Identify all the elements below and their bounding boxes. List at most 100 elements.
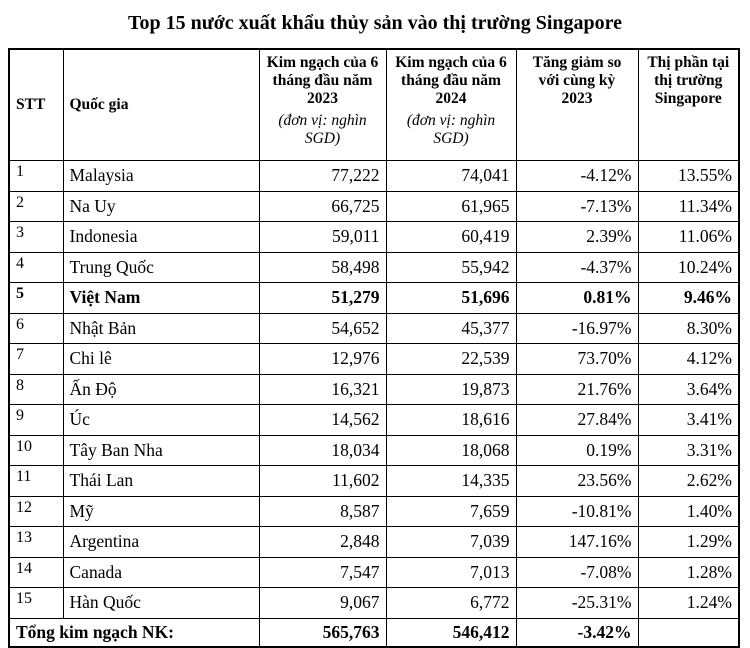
table-row: 7 Chi lê 12,976 22,539 73.70% 4.12% [8,343,740,375]
country: Malaysia [62,160,260,192]
value-cell: -25.31% [515,587,639,619]
table-row: 15 Hàn Quốc 9,067 6,772 -25.31% 1.24% [8,587,740,619]
rank: 13 [8,526,64,558]
value-cell: 77,222 [258,160,387,192]
value-cell: 58,498 [258,251,387,283]
value-cell: 1.29% [637,526,740,558]
rank: 5 [8,282,64,314]
value-cell: 55,942 [385,251,517,283]
value-cell: 147.16% [515,526,639,558]
value-cell: 51,696 [385,282,517,314]
value-cell: -7.08% [515,556,639,588]
table-row: 2 Na Uy 66,725 61,965 -7.13% 11.34% [8,190,740,222]
value-cell: 7,547 [258,556,387,588]
value-cell: 6,772 [385,587,517,619]
country: Trung Quốc [62,251,260,283]
value-cell: 0.81% [515,282,639,314]
value-cell: 9.46% [637,282,740,314]
header-title: Thị phần tại thị trường Singapore [647,54,730,107]
header-cell: STT [8,48,64,161]
table-row: 10 Tây Ban Nha 18,034 18,068 0.19% 3.31% [8,434,740,466]
rank: 4 [8,251,64,283]
rank: 15 [8,587,64,619]
country: Hàn Quốc [62,587,260,619]
country: Úc [62,404,260,436]
value-cell: 74,041 [385,160,517,192]
header-unit: (đơn vị: nghìn SGD) [278,112,367,147]
table-row: 11 Thái Lan 11,602 14,335 23.56% 2.62% [8,465,740,497]
country: Indonesia [62,221,260,253]
header-cell: Thị phần tại thị trường Singapore [637,48,740,161]
header-title: Tăng giảm so với cùng kỳ 2023 [532,54,622,107]
value-cell: 4.12% [637,343,740,375]
value-cell: 7,039 [385,526,517,558]
value-cell: 60,419 [385,221,517,253]
value-cell: -7.13% [515,190,639,222]
table-row: 13 Argentina 2,848 7,039 147.16% 1.29% [8,526,740,558]
country: Chi lê [62,343,260,375]
table-row: 3 Indonesia 59,011 60,419 2.39% 11.06% [8,221,740,253]
total-value: 546,412 [385,617,517,648]
header-title: STT [16,96,46,113]
value-cell: 21.76% [515,373,639,405]
value-cell: 13.55% [637,160,740,192]
value-cell: 1.40% [637,495,740,527]
value-cell: -4.12% [515,160,639,192]
table-row: 9 Úc 14,562 18,616 27.84% 3.41% [8,404,740,436]
value-cell: 45,377 [385,312,517,344]
header-cell: Quốc gia [62,48,260,161]
value-cell: 8,587 [258,495,387,527]
value-cell: 12,976 [258,343,387,375]
value-cell: 18,068 [385,434,517,466]
value-cell: -10.81% [515,495,639,527]
value-cell: 23.56% [515,465,639,497]
data-table: STT Quốc gia Kim ngạch của 6 tháng đầu năm… [8,48,740,648]
table-row: 5 Việt Nam 51,279 51,696 0.81% 9.46% [8,282,740,314]
country: Tây Ban Nha [62,434,260,466]
value-cell: 59,011 [258,221,387,253]
value-cell: 3.31% [637,434,740,466]
rank: 9 [8,404,64,436]
header-unit: (đơn vị: nghìn SGD) [406,112,496,147]
value-cell: 19,873 [385,373,517,405]
value-cell: 2,848 [258,526,387,558]
rank: 1 [8,160,64,192]
value-cell: 61,965 [385,190,517,222]
rank: 3 [8,221,64,253]
value-cell: 14,335 [385,465,517,497]
value-cell: -4.37% [515,251,639,283]
value-cell: 18,616 [385,404,517,436]
value-cell: 22,539 [385,343,517,375]
total-row: Tổng kim ngạch NK: 565,763 546,412 -3.42% [8,617,740,648]
total-value: -3.42% [515,617,639,648]
rank: 7 [8,343,64,375]
value-cell: 51,279 [258,282,387,314]
rank: 2 [8,190,64,222]
country: Canada [62,556,260,588]
header-title: Kim ngạch của 6 tháng đầu năm 2024 [395,54,507,107]
country: Na Uy [62,190,260,222]
value-cell: 27.84% [515,404,639,436]
rank: 10 [8,434,64,466]
total-value: 565,763 [258,617,387,648]
header-cell: Tăng giảm so với cùng kỳ 2023 [515,48,639,161]
value-cell: 7,013 [385,556,517,588]
header-row: STT Quốc gia Kim ngạch của 6 tháng đầu năm… [8,48,740,161]
table-row: 8 Ấn Độ 16,321 19,873 21.76% 3.64% [8,373,740,405]
country: Mỹ [62,495,260,527]
header-title: Quốc gia [69,96,129,113]
value-cell: 3.41% [637,404,740,436]
value-cell: 18,034 [258,434,387,466]
country: Nhật Bản [62,312,260,344]
page: {"title": "Top 15 nước xuất khẩu thủy sả… [8,12,740,648]
title: Top 15 nước xuất khẩu thủy sản vào thị t… [127,12,623,34]
value-cell: 1.24% [637,587,740,619]
value-cell: 66,725 [258,190,387,222]
value-cell: 7,659 [385,495,517,527]
value-cell: -16.97% [515,312,639,344]
value-cell: 14,562 [258,404,387,436]
value-cell: 10.24% [637,251,740,283]
total-label: Tổng kim ngạch NK: [8,617,260,648]
table-row: 1 Malaysia 77,222 74,041 -4.12% 13.55% [8,160,740,192]
value-cell: 16,321 [258,373,387,405]
